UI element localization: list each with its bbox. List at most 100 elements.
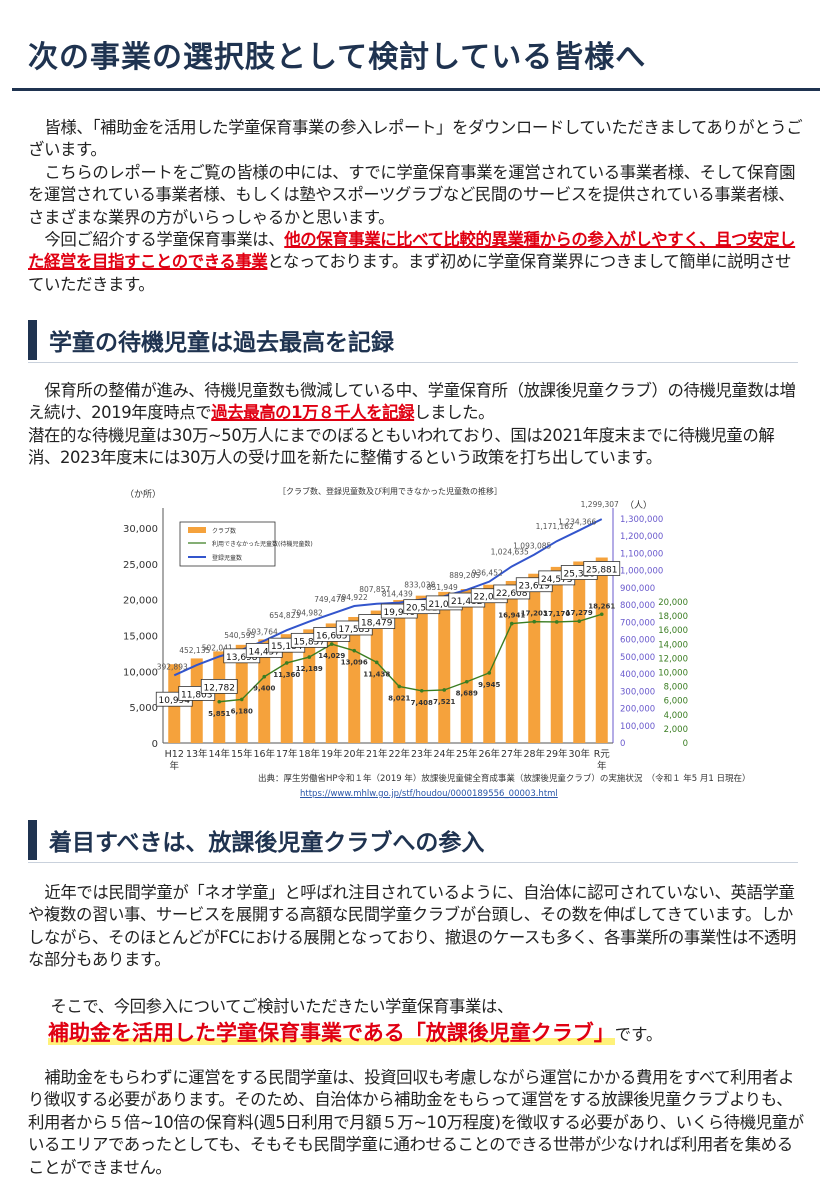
bar-data-label: 25,881 (586, 566, 618, 576)
right-green-tick-label: 18,000 (658, 612, 688, 622)
right-blue-tick-label: 100,000 (620, 722, 655, 732)
x-tick-label: 19年 (321, 748, 343, 760)
source-link[interactable]: https://www.mhlw.go.jp/stf/houdou/000018… (300, 789, 558, 799)
text: そこで、今回参入についてご検討いただきたい学童保育事業は、 (50, 997, 513, 1016)
legend-label: クラブ数 (212, 527, 236, 535)
waiting-data-label: 17,203 (521, 610, 548, 618)
club-trend-chart: ［クラブ数、登録児童数及び利用できなかった児童数の推移］ （か所） （人） 0 5,00… (123, 486, 688, 772)
section-heading-focus: 着目すべきは、放課後児童クラブへの参入 (28, 820, 484, 860)
section-heading-text: 着目すべきは、放課後児童クラブへの参入 (49, 830, 485, 856)
bar-club-count (258, 639, 271, 743)
intro-paragraph-3: 今回ご紹介する学童保育事業は、他の保育事業に比べて比較的異業種からの参入がしやす… (28, 229, 804, 296)
bar-club-count (483, 584, 496, 743)
bar-club-count (550, 566, 563, 743)
waiting-data-label: 18,261 (588, 602, 615, 610)
x-tick-label: 13年 (186, 748, 208, 760)
registered-data-label: 704,982 (292, 609, 323, 618)
waiting-data-point (397, 684, 402, 689)
right-blue-tick-label: 300,000 (620, 687, 655, 697)
x-tick-label: 年 (597, 760, 607, 772)
x-tick-label: R元 (594, 749, 611, 760)
right-blue-tick-label: 600,000 (620, 636, 655, 646)
registered-data-label: 392,893 (157, 662, 188, 671)
waiting-data-point (307, 655, 312, 659)
waiting-data-label: 17,170 (543, 610, 570, 618)
x-tick-label: 14年 (208, 748, 230, 760)
x-tick-label: 26年 (478, 748, 500, 760)
line-waiting-children (219, 613, 602, 703)
bar-data-label: 13,698 (226, 653, 258, 663)
bar-data-label: 20,561 (406, 604, 438, 614)
x-tick-label: 17年 (276, 748, 298, 760)
intro-paragraph-1: 皆様、「補助金を活用した学童保育事業の参入レポート」をダウンロードしていただきま… (28, 118, 803, 160)
right-green-tick-label: 8,000 (664, 683, 688, 693)
x-tick-label: 27年 (501, 748, 523, 760)
title-divider (12, 88, 820, 91)
x-tick-label: 29年 (546, 748, 568, 760)
waiting-data-label: 14,029 (318, 652, 345, 660)
waiting-data-label: 7,521 (433, 698, 455, 706)
x-tick-label: 20年 (343, 748, 365, 760)
x-tick-label: 22年 (388, 748, 410, 760)
registered-data-label: 540,595 (224, 631, 255, 640)
registered-data-label: 749,478 (314, 595, 345, 604)
x-tick-label: 15年 (231, 748, 253, 760)
page-title: 次の事業の選択肢として検討している皆様へ (28, 40, 647, 75)
section1-paragraph-2: 潜在的な待機児童は30万~50万人にまでのぼるともいわれており、国は2021年度… (28, 425, 775, 468)
bar-data-label: 16,685 (316, 631, 348, 641)
text: 保育所の整備が進み、待機児童数も微減している中、学童保育所（放課後児童クラブ）の… (28, 381, 796, 423)
section2-paragraph-2: そこで、今回参入についてご検討いただきたい学童保育事業は、 (34, 996, 810, 1018)
legend-label: 利用できなかった児童数(待機児童数) (212, 540, 313, 548)
bar-club-count (505, 580, 518, 743)
legend-label: 登録児童数 (212, 554, 242, 562)
bar-data-label: 10,994 (159, 696, 191, 706)
bar-club-count (393, 600, 406, 743)
registered-data-label: 936,452 (472, 569, 503, 578)
right-green-tick-label: 14,000 (658, 640, 688, 650)
registered-data-label: 1,234,366 (558, 517, 596, 526)
bar-data-label: 11,803 (181, 690, 213, 700)
intro-paragraph-2: こちらのレポートをご覧の皆様の中には、すでに学童保育事業を運営されている事業者様… (28, 162, 796, 227)
x-tick-label: H12 (165, 749, 184, 760)
bar-club-count (415, 595, 428, 743)
x-tick-label: 30年 (568, 748, 590, 760)
waiting-data-point (374, 660, 379, 665)
waiting-data-point (532, 619, 537, 624)
left-tick-label: 0 (152, 739, 158, 750)
bar-club-count (438, 591, 451, 743)
chart-title: ［クラブ数、登録児童数及び利用できなかった児童数の推移］ (278, 486, 502, 496)
bar-club-count (280, 634, 293, 743)
text: となっております。まず初めに学童保育業界につきまして簡単に説明させていただきます… (28, 252, 792, 294)
waiting-data-point (419, 688, 424, 693)
right-green-tick-label: 16,000 (658, 626, 688, 636)
waiting-data-point (464, 679, 469, 684)
right-green-tick-label: 2,000 (664, 725, 688, 735)
bar-data-label: 24,573 (541, 575, 573, 585)
registered-data-label: 1,093,085 (513, 542, 551, 551)
left-tick-label: 5,000 (129, 703, 158, 714)
registered-data-label: 1,299,307 (581, 500, 619, 509)
bar-data-label: 19,946 (384, 608, 416, 618)
bar-data-label: 18,479 (361, 619, 393, 629)
registered-data-label: 814,439 (382, 590, 413, 599)
bar-data-label: 22,084 (474, 593, 506, 603)
waiting-data-label: 8,689 (456, 690, 478, 698)
section1-paragraph-1: 保育所の整備が進み、待機児童数も微減している中、学童保育所（放課後児童クラブ）の… (28, 380, 804, 425)
x-tick-label: 16年 (253, 748, 275, 760)
right-blue-tick-label: 1,000,000 (620, 567, 663, 577)
right-green-tick-label: 20,000 (658, 598, 688, 608)
waiting-data-label: 12,189 (296, 665, 323, 673)
left-tick-label: 10,000 (123, 667, 158, 678)
text: 今回ご紹介する学童保育事業は、 (44, 230, 285, 250)
waiting-data-label: 5,851 (208, 710, 230, 718)
emphasis-text: 他の保育事業に比べて比較的異業種からの参入がしやすく、且つ安定した経営を目指すこ… (28, 230, 796, 272)
right-blue-tick-label: 400,000 (620, 670, 655, 680)
waiting-data-point (577, 619, 582, 623)
registered-data-label: 654,823 (269, 611, 300, 620)
right-green-tick-label: 4,000 (664, 711, 688, 721)
right-blue-tick-label: 1,300,000 (620, 515, 663, 525)
right-blue-tick-label: 800,000 (620, 601, 655, 611)
line-registered-children (173, 518, 603, 677)
bar-club-count (235, 644, 248, 743)
text: しました。 (414, 403, 495, 423)
